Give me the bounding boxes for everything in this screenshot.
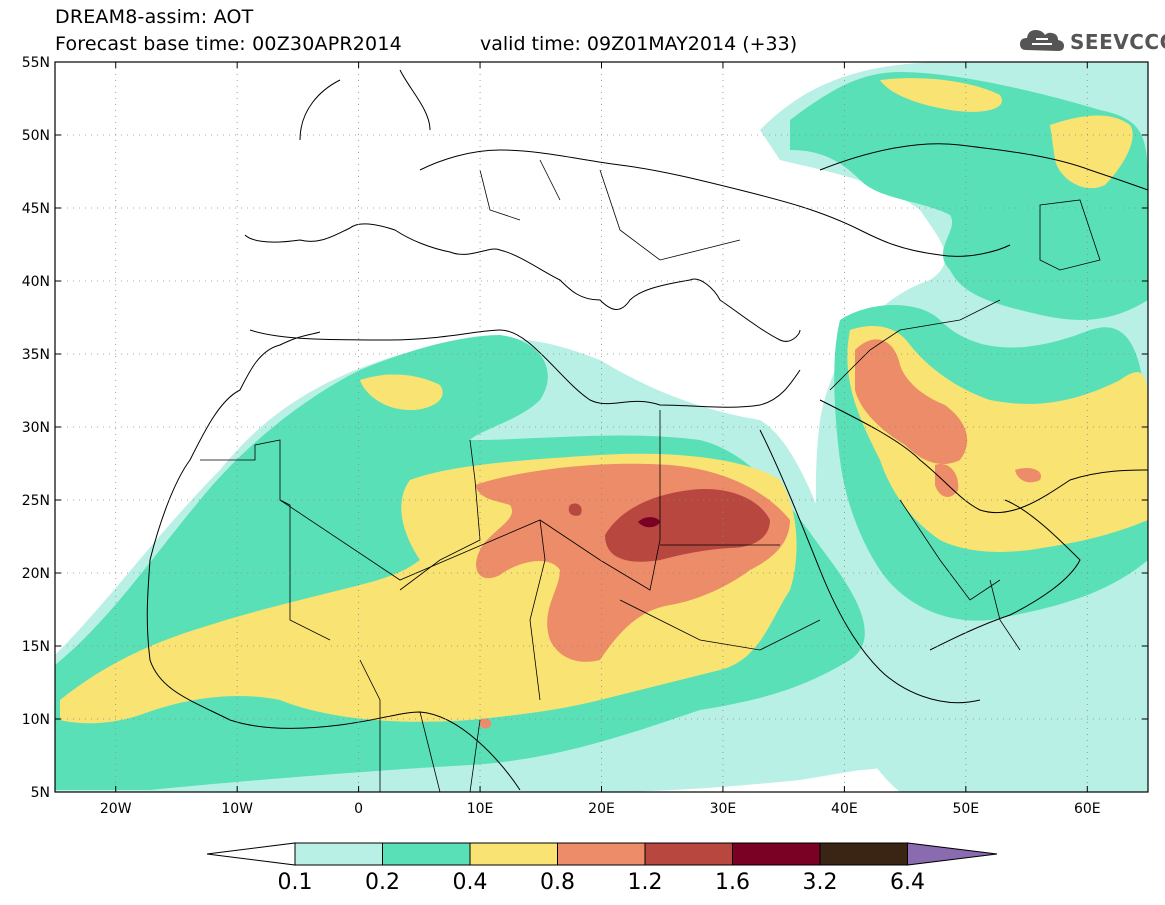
colorbar-level-label: 6.4 bbox=[890, 870, 925, 895]
lon-label: 20E bbox=[588, 801, 615, 817]
longitude-labels: 20W 10W 0 10E 20E 30E 40E 50E 60E bbox=[100, 801, 1101, 817]
colorbar-level-label: 3.2 bbox=[802, 870, 838, 895]
lon-label: 30E bbox=[710, 801, 737, 817]
colorbar-level-label: 1.6 bbox=[715, 870, 750, 895]
cloud-logo-icon bbox=[1020, 30, 1064, 51]
colorbar-level-label: 0.2 bbox=[365, 870, 400, 895]
lon-label: 10E bbox=[467, 801, 494, 817]
colorbar-swatch bbox=[732, 842, 821, 866]
lon-label: 20W bbox=[100, 801, 132, 817]
colorbar-swatch bbox=[382, 842, 471, 866]
colorbar-level-label: 0.1 bbox=[277, 870, 313, 895]
colorbar-swatch bbox=[557, 842, 646, 866]
country-borders bbox=[200, 159, 1101, 792]
colorbar-level-label: 0.4 bbox=[452, 870, 488, 895]
lat-label: 25N bbox=[22, 493, 50, 509]
lat-label: 55N bbox=[22, 55, 50, 71]
colorbar-swatch bbox=[469, 842, 558, 866]
lat-label: 45N bbox=[22, 201, 50, 217]
forecast-base-time: Forecast base time: 00Z30APR2014 bbox=[55, 33, 402, 55]
colorbar-level-label: 0.8 bbox=[540, 870, 575, 895]
aot-band-1-6 bbox=[638, 517, 660, 528]
lon-label: 60E bbox=[1074, 801, 1101, 817]
map-frame bbox=[54, 61, 1149, 793]
lon-label: 0 bbox=[354, 801, 363, 817]
coastlines bbox=[146, 69, 1148, 791]
lat-label: 30N bbox=[22, 420, 50, 436]
lon-label: 40E bbox=[831, 801, 858, 817]
aot-band-1-2 bbox=[568, 489, 770, 562]
colorbar-swatch bbox=[644, 842, 733, 866]
colorbar-extend-high bbox=[907, 842, 998, 866]
lon-label: 10W bbox=[221, 801, 253, 817]
latitude-labels: 55N 50N 45N 40N 35N 30N 25N 20N 15N 10N 5N bbox=[22, 55, 50, 801]
lon-label: 50E bbox=[952, 801, 979, 817]
lat-label: 50N bbox=[22, 128, 50, 144]
colorbar bbox=[206, 842, 998, 866]
logo-text: SEEVCCC bbox=[1070, 30, 1165, 54]
colorbar-swatch bbox=[294, 842, 383, 866]
lat-label: 10N bbox=[22, 712, 50, 728]
graticule bbox=[55, 61, 1148, 793]
seevccc-logo: SEEVCCC bbox=[1018, 24, 1165, 58]
colorbar-swatch bbox=[819, 842, 908, 866]
map-title: DREAM8-assim: AOT bbox=[55, 6, 254, 28]
valid-time: valid time: 09Z01MAY2014 (+33) bbox=[480, 33, 798, 55]
colorbar-level-label: 1.2 bbox=[627, 870, 663, 895]
lat-label: 5N bbox=[31, 785, 50, 801]
lat-label: 15N bbox=[22, 639, 50, 655]
colorbar-extend-low bbox=[206, 842, 296, 866]
lat-label: 20N bbox=[22, 566, 50, 582]
lat-label: 35N bbox=[22, 347, 50, 363]
lat-label: 40N bbox=[22, 274, 50, 290]
